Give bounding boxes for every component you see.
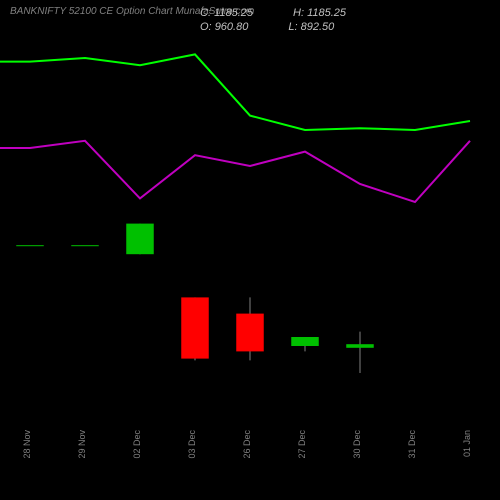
candle-body bbox=[291, 337, 319, 346]
price-chart: 28 Nov 29 Nov 02 Dec 03 Dec 26 Dec 27 Dec 30 D… bbox=[0, 30, 500, 500]
candle-body bbox=[16, 245, 44, 246]
lower-band bbox=[0, 141, 470, 202]
xaxis-label: 30 Dec bbox=[352, 430, 362, 459]
xaxis-label: 28 Nov bbox=[22, 430, 32, 459]
candle-body bbox=[181, 297, 209, 358]
ohlc-h: H: 1185.25 bbox=[293, 6, 346, 20]
candle-body bbox=[71, 245, 99, 246]
chart-container: BANKNIFTY 52100 CE Option Chart MunafaSu… bbox=[0, 0, 500, 500]
xaxis-label: 02 Dec bbox=[132, 430, 142, 459]
xaxis-label: 29 Nov bbox=[77, 430, 87, 459]
candle-body bbox=[236, 314, 264, 352]
xaxis-label: 03 Dec bbox=[187, 430, 197, 459]
ohlc-c: C: 1185.25 bbox=[200, 6, 253, 20]
xaxis-label: 31 Dec bbox=[407, 430, 417, 459]
candle-body bbox=[126, 224, 154, 255]
upper-band bbox=[0, 54, 470, 130]
xaxis-label: 27 Dec bbox=[297, 430, 307, 459]
candle-body bbox=[346, 344, 374, 348]
xaxis-label: 26 Dec bbox=[242, 430, 252, 459]
xaxis-label: 01 Jan bbox=[462, 430, 472, 457]
